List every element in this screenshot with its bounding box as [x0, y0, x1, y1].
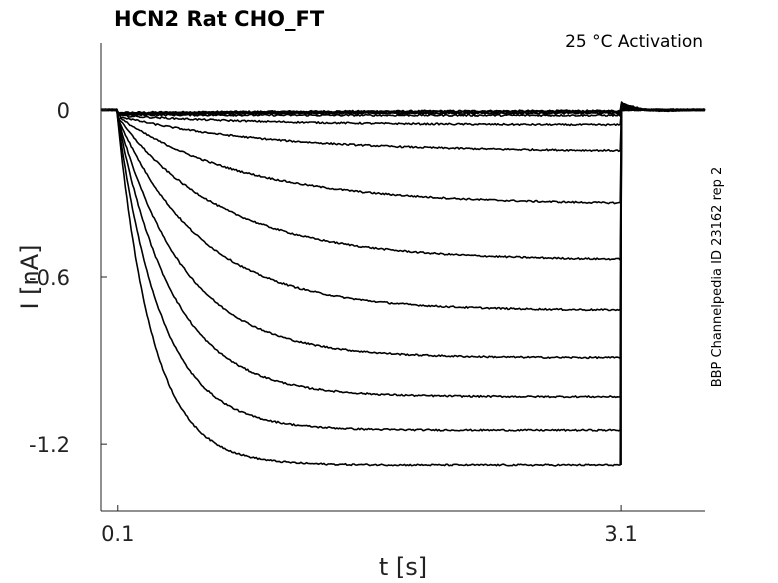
y-tick-label: 0 [57, 99, 70, 123]
current-trace-5 [100, 105, 706, 117]
x-tick-label: 3.1 [604, 522, 637, 546]
chart-title: HCN2 Rat CHO_FT [114, 7, 325, 31]
x-axis-label: t [s] [379, 553, 427, 581]
current-trace-11 [100, 108, 706, 360]
current-trace-6 [100, 106, 706, 127]
condition-annotation: 25 °C Activation [565, 32, 703, 52]
y-tick-label: -1.2 [29, 433, 70, 457]
current-trace-9 [100, 108, 706, 261]
current-trace-13 [100, 108, 706, 432]
y-tick-label: -0.6 [29, 266, 70, 290]
current-trace-10 [101, 108, 706, 312]
trace-group [100, 101, 706, 467]
tick-group: 0.1 3.1 0 -0.6 -1.2 [29, 99, 638, 546]
current-trace-12 [100, 108, 706, 399]
current-trace-7 [100, 107, 706, 153]
y-axis-label: I [nA] [16, 244, 44, 309]
current-trace-8 [100, 108, 705, 205]
source-id-label: BBP Channelpedia ID 23162 rep 2 [710, 167, 725, 388]
x-tick-label: 0.1 [101, 522, 134, 546]
current-trace-14 [100, 108, 706, 467]
